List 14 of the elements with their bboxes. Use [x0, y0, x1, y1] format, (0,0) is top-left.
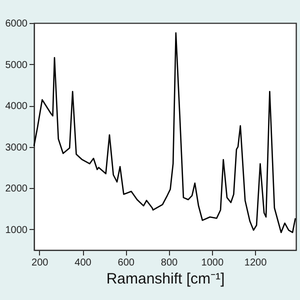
x-axis-title: Ramanshift [cm⁻¹] — [106, 270, 225, 288]
y-tick-label: 3000 — [5, 142, 28, 154]
x-tick-label: 600 — [118, 258, 135, 268]
x-tick-label: 200 — [32, 258, 49, 268]
x-tick-label: 800 — [160, 258, 178, 268]
line-series — [33, 32, 296, 234]
x-tick-label: 1200 — [244, 258, 268, 268]
x-tick-label: 1000 — [201, 258, 224, 268]
y-tick-label: 1000 — [5, 224, 28, 236]
y-tick-label: 5000 — [5, 60, 28, 71]
y-tick-label: 4000 — [5, 101, 28, 112]
y-tick-label: 6000 — [5, 18, 28, 30]
x-tick-label: 400 — [74, 258, 92, 268]
y-tick-label: 2000 — [5, 184, 28, 195]
